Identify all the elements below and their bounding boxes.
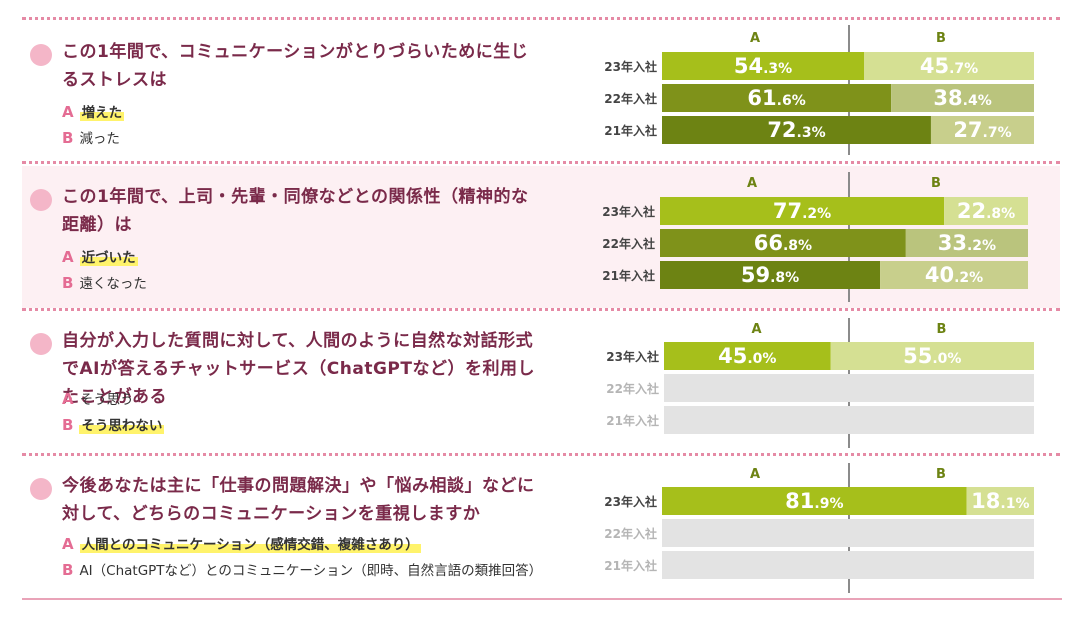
column-header-a: A <box>750 467 760 482</box>
bar-segment-b <box>944 197 1028 225</box>
bar-segment-a <box>664 342 831 370</box>
value-label-a: 59.8% <box>741 263 799 287</box>
value-label-b: 55.0% <box>903 344 961 368</box>
option-text: そう思わない <box>79 418 165 434</box>
dotted-divider-top <box>22 17 1060 20</box>
value-label-a: 72.3% <box>767 118 825 142</box>
cohort-label: 23年入社 <box>604 494 657 509</box>
cohort-label: 22年入社 <box>604 526 657 541</box>
value-label-a: 45.0% <box>718 344 776 368</box>
value-label-b: 40.2% <box>925 263 983 287</box>
empty-bar <box>664 406 1034 434</box>
column-header-b: B <box>931 176 941 191</box>
bar-segment-b <box>880 261 1028 289</box>
question-text: この1年間で、コミュニケーションがとりづらいために生じるストレスは <box>62 42 529 90</box>
cohort-label: 22年入社 <box>606 381 659 396</box>
value-label-a: 77.2% <box>773 199 831 223</box>
bar-segment-a <box>662 84 892 112</box>
option-b: B そう思わない <box>62 415 165 436</box>
question-text: 今後あなたは主に「仕事の問題解決」や「悩み相談」などに対して、どちらのコミュニケ… <box>62 476 535 524</box>
value-label-a: 54.3% <box>734 54 792 78</box>
option-a: A そう思う <box>62 389 134 410</box>
bullet-icon <box>30 189 52 211</box>
option-a: A 人間とのコミュニケーション（感情交錯、複雑さあり） <box>62 534 421 555</box>
bar-segment-b <box>891 84 1034 112</box>
value-label-b: 45.7% <box>920 54 978 78</box>
value-label-a: 81.9% <box>785 489 843 513</box>
option-label: B <box>62 561 74 579</box>
option-text: そう思う <box>79 392 134 408</box>
bullet-icon <box>30 333 52 355</box>
cohort-label: 21年入社 <box>604 558 657 573</box>
value-label-a: 61.6% <box>747 86 805 110</box>
column-header-b: B <box>936 31 946 46</box>
bar-segment-a <box>662 116 931 144</box>
question-block-3: 自分が入力した質問に対して、人間のように自然な対話形式でAIが答えるチャットサー… <box>0 327 620 467</box>
value-label-b: 38.4% <box>933 86 991 110</box>
option-a: A 近づいた <box>62 247 138 268</box>
option-label: A <box>62 248 74 266</box>
bar-segment-b <box>905 229 1028 257</box>
option-label: A <box>62 390 74 408</box>
option-a: A 増えた <box>62 102 125 123</box>
bar-segment-b <box>863 52 1034 80</box>
bar-segment-b <box>930 116 1034 144</box>
question-text: 自分が入力した質問に対して、人間のように自然な対話形式でAIが答えるチャットサー… <box>62 331 535 407</box>
bottom-divider <box>22 598 1062 600</box>
question-text: この1年間で、上司・先輩・同僚などとの関係性（精神的な距離）は <box>62 187 529 235</box>
option-text: 減った <box>79 131 120 147</box>
option-label: B <box>62 129 74 147</box>
option-b: B 遠くなった <box>62 273 147 294</box>
column-header-b: B <box>937 322 947 337</box>
column-header-a: A <box>751 322 761 337</box>
cohort-label: 22年入社 <box>602 236 655 251</box>
question-block-1: この1年間で、コミュニケーションがとりづらいために生じるストレスは A 増えた B… <box>0 38 620 178</box>
bar-segment-b <box>830 342 1034 370</box>
value-label-b: 27.7% <box>953 118 1011 142</box>
option-text: 増えた <box>79 105 125 121</box>
dotted-divider-2 <box>22 308 1060 311</box>
question-block-4: 今後あなたは主に「仕事の問題解決」や「悩み相談」などに対して、どちらのコミュニケ… <box>0 472 620 612</box>
option-b: B AI（ChatGPTなど）とのコミュニケーション（即時、自然言語の類推回答） <box>62 560 542 581</box>
cohort-label: 21年入社 <box>604 123 657 138</box>
empty-bar <box>662 519 1034 547</box>
value-label-a: 66.8% <box>754 231 812 255</box>
option-text: 近づいた <box>79 250 138 266</box>
empty-bar <box>662 551 1034 579</box>
value-label-b: 22.8% <box>957 199 1015 223</box>
empty-bar <box>664 374 1034 402</box>
bar-segment-a <box>660 229 906 257</box>
dotted-divider-3 <box>22 453 1060 456</box>
cohort-label: 22年入社 <box>604 91 657 106</box>
column-header-a: A <box>750 31 760 46</box>
cohort-label: 23年入社 <box>602 204 655 219</box>
column-header-b: B <box>936 467 946 482</box>
dotted-divider-1 <box>22 161 1060 164</box>
bar-segment-a <box>660 261 881 289</box>
cohort-label: 21年入社 <box>602 268 655 283</box>
bar-segment-a <box>660 197 945 225</box>
value-label-b: 18.1% <box>971 489 1029 513</box>
option-text: AI（ChatGPTなど）とのコミュニケーション（即時、自然言語の類推回答） <box>79 563 543 579</box>
option-b: B 減った <box>62 128 120 149</box>
value-label-b: 33.2% <box>938 231 996 255</box>
option-label: A <box>62 535 74 553</box>
option-label: B <box>62 274 74 292</box>
bar-segment-a <box>662 487 967 515</box>
column-header-a: A <box>747 176 757 191</box>
bullet-icon <box>30 478 52 500</box>
cohort-label: 21年入社 <box>606 413 659 428</box>
bar-segment-b <box>966 487 1034 515</box>
bullet-icon <box>30 44 52 66</box>
cohort-label: 23年入社 <box>606 349 659 364</box>
option-text: 人間とのコミュニケーション（感情交錯、複雑さあり） <box>79 537 421 553</box>
option-label: B <box>62 416 74 434</box>
option-text: 遠くなった <box>79 276 147 292</box>
cohort-label: 23年入社 <box>604 59 657 74</box>
bar-segment-a <box>662 52 864 80</box>
option-label: A <box>62 103 74 121</box>
